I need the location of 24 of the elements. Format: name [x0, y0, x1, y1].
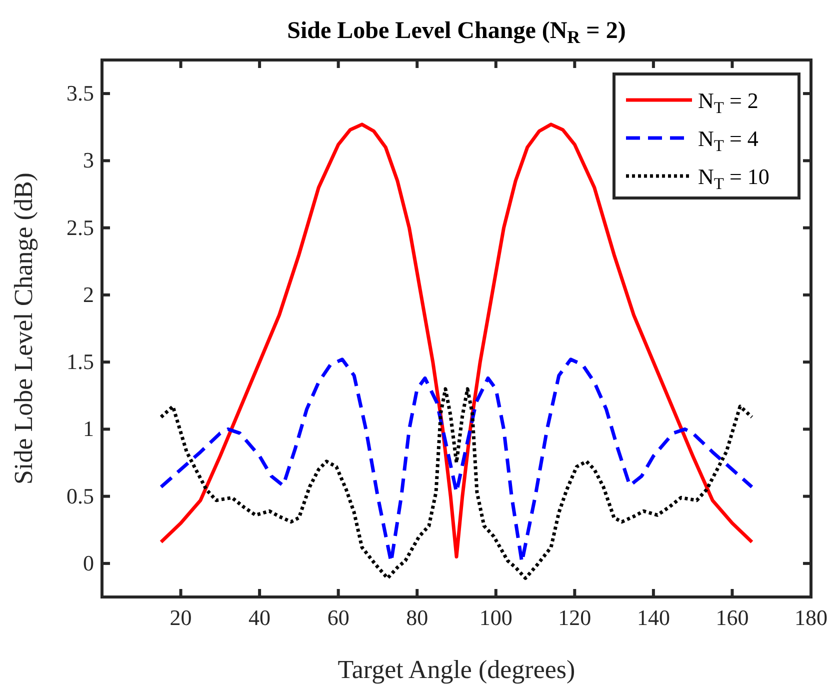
y-tick-label: 1.5 — [66, 349, 94, 374]
legend-label: N$_{T}$ = 4 — [698, 126, 758, 156]
x-tick-label: 120 — [558, 605, 592, 630]
x-tick-label: 40 — [248, 605, 271, 630]
chart-title: Side Lobe Level Change (N$_{R}$ = 2) — [287, 18, 626, 48]
x-tick-label: 100 — [479, 605, 512, 630]
x-tick-label: 60 — [327, 605, 350, 630]
legend-label: N$_{T}$ = 2 — [698, 88, 758, 118]
y-tick-label: 2.5 — [66, 214, 94, 240]
y-tick-label: 0.5 — [66, 483, 94, 508]
y-tick-label: 3 — [83, 148, 94, 173]
x-tick-label: 20 — [170, 605, 192, 630]
legend-label: N$_{T}$ = 10 — [698, 164, 770, 194]
x-tick-label: 140 — [636, 605, 670, 630]
x-axis-title: Target Angle (degrees) — [338, 655, 576, 684]
x-tick-label: 80 — [406, 605, 428, 630]
y-tick-label: 3.5 — [66, 80, 94, 106]
line-series — [159, 387, 754, 580]
x-tick-label: 180 — [794, 605, 828, 630]
y-tick-label: 2 — [83, 282, 94, 307]
y-axis-title: Side Lobe Level Change (dB) — [9, 172, 38, 484]
y-tick-label: 1 — [83, 416, 94, 442]
y-tick-label: 0 — [83, 550, 94, 576]
x-tick-label: 160 — [716, 605, 749, 630]
